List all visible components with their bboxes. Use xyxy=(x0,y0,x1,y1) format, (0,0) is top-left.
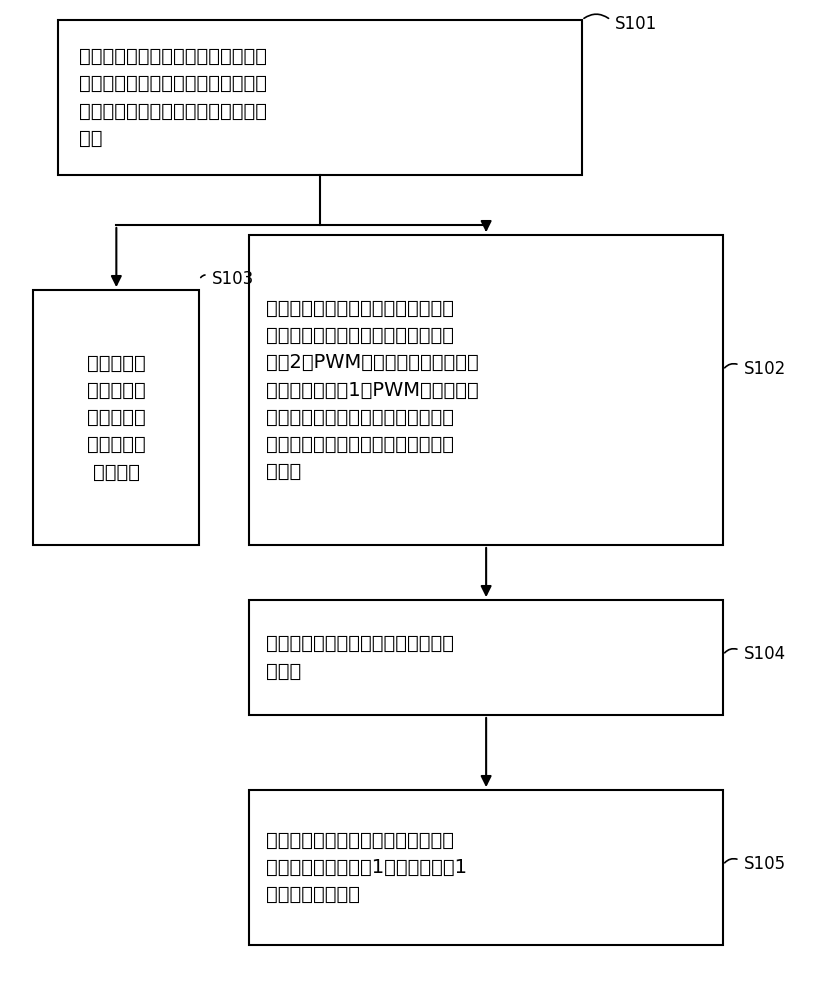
Bar xyxy=(249,790,723,945)
Text: S105: S105 xyxy=(744,855,786,873)
Text: S104: S104 xyxy=(744,645,786,663)
Text: S101: S101 xyxy=(615,15,657,33)
Bar xyxy=(249,235,723,545)
Bar xyxy=(249,600,723,715)
Text: 获取触发信号，以及启动所述定时器
的计数: 获取触发信号，以及启动所述定时器 的计数 xyxy=(266,634,454,681)
Text: 当所述配置
信息不符合
配置条件时
，结束本次
配置操作: 当所述配置 信息不符合 配置条件时 ，结束本次 配置操作 xyxy=(87,354,145,482)
Text: 根据计数寄存器的计数值和所述定时
器的工作模式，得到1路光源输出和1
路控制相机输出。: 根据计数寄存器的计数值和所述定时 器的工作模式，得到1路光源输出和1 路控制相机… xyxy=(266,831,467,904)
Text: S102: S102 xyxy=(744,360,786,378)
Text: S103: S103 xyxy=(212,270,254,288)
Bar xyxy=(33,290,199,545)
Text: 获取配置信息，所述配置信息包括预
设光源输出延时、预设光源输出脉宽
、预设相机输出延时和预设相机输出
脉宽: 获取配置信息，所述配置信息包括预 设光源输出延时、预设光源输出脉宽 、预设相机输… xyxy=(79,47,267,148)
Bar xyxy=(58,20,582,175)
Text: 当所述配置信息符合配置条件时，根
据通道控制寄存器的配置确定定时器
具有2路PWM模式输出通过逻辑与门
用于光源输出和1路PWM模式输出用
于控制相机输出，以及: 当所述配置信息符合配置条件时，根 据通道控制寄存器的配置确定定时器 具有2路PW… xyxy=(266,299,479,481)
